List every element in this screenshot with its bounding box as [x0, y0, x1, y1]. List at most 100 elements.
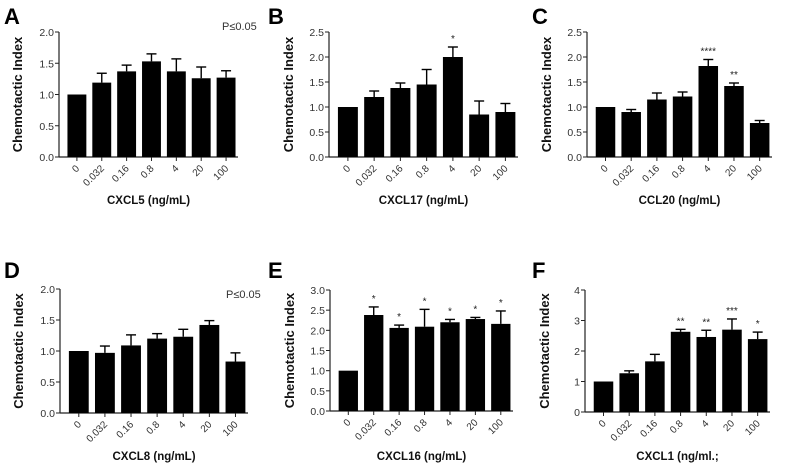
significance-marker: *	[499, 298, 503, 309]
bar	[491, 323, 511, 411]
x-tick-label: 100	[745, 163, 765, 183]
x-tick-label: 0.032	[85, 419, 111, 445]
bar	[724, 86, 744, 157]
p-value-annotation: P≤0.05	[226, 289, 261, 301]
y-tick-label: 1.0	[39, 90, 54, 102]
x-tick-label: 0	[599, 163, 611, 175]
y-tick-label: 1.0	[567, 102, 582, 114]
x-axis-label: CXCL8 (ng/mL)	[112, 451, 195, 463]
x-axis-label: CXCL1 (ng/ml.;	[636, 451, 718, 463]
panel-c: C Chemotactic Index 0.0 0.5 1.0 1.5 2.0 2.5 0 0.0…	[532, 4, 772, 207]
bar	[173, 336, 194, 413]
x-tick-label: 20	[723, 163, 739, 179]
x-tick-label: 0.8	[139, 163, 157, 181]
x-tick-label: 100	[491, 163, 511, 183]
y-tick-label: 3.0	[310, 285, 325, 297]
bar	[121, 345, 141, 413]
bar	[364, 97, 385, 157]
y-tick-label: 2.5	[567, 27, 582, 39]
y-tick-label: 2.5	[309, 27, 324, 39]
bar	[442, 57, 463, 157]
y-tick-label: 0.0	[39, 152, 54, 164]
y-tick-label: 2.0	[40, 284, 55, 296]
x-tick-label: 4	[702, 163, 714, 175]
bar	[68, 351, 89, 413]
bar	[595, 107, 616, 157]
y-tick-label: 0.5	[310, 386, 325, 398]
significance-marker: *	[423, 296, 427, 307]
x-axis-label: CXCL17 (ng/mL)	[379, 195, 469, 207]
bar	[749, 123, 770, 157]
x-tick-label: 0.16	[638, 418, 660, 440]
bar	[696, 336, 717, 412]
bar	[621, 112, 641, 157]
panel-letter: F	[532, 258, 545, 283]
y-tick-label: 2	[574, 346, 580, 358]
y-axis-label: Chemotactic Index	[11, 292, 26, 408]
bar	[390, 88, 411, 157]
x-tick-label: 0.032	[353, 417, 379, 443]
x-tick-label: 4	[170, 163, 182, 175]
significance-marker: *	[397, 312, 401, 323]
bar	[672, 96, 693, 157]
x-tick-label: 0.16	[384, 163, 406, 185]
x-tick-label: 100	[486, 417, 506, 437]
significance-marker: *	[756, 319, 760, 330]
bar	[216, 77, 236, 157]
y-tick-label: 2.0	[39, 27, 54, 39]
x-tick-label: 4	[443, 417, 455, 429]
y-tick-label: 1	[574, 377, 580, 389]
bar	[337, 107, 358, 157]
panel-letter: A	[4, 4, 20, 29]
bar	[722, 329, 742, 412]
panel-letter: C	[532, 4, 548, 29]
panel-e: E Chemotactic Index 0.0 0.5 1.0 1.5 2.0 2.5 3.0 0…	[268, 258, 513, 463]
p-value-annotation: P≤0.05	[222, 21, 257, 33]
x-tick-label: 4	[177, 419, 189, 431]
bar	[117, 71, 137, 157]
bar	[147, 338, 168, 413]
bar	[166, 71, 186, 157]
x-tick-label: 100	[743, 418, 763, 438]
x-tick-label: 0	[72, 419, 84, 431]
x-axis-label: CXCL5 (ng/mL)	[107, 195, 190, 207]
bar	[364, 315, 384, 411]
y-tick-label: 0.0	[309, 152, 324, 164]
bar	[94, 352, 115, 413]
bar	[67, 94, 87, 157]
x-axis-label: CCL20 (ng/mL)	[639, 195, 721, 207]
bar	[389, 327, 409, 411]
significance-marker: **	[677, 316, 685, 327]
bar	[619, 373, 639, 412]
x-tick-label: 0.16	[115, 419, 137, 441]
x-tick-label: 0.032	[354, 163, 380, 189]
y-tick-label: 1.0	[40, 346, 55, 358]
y-axis-label: Chemotactic Index	[539, 36, 554, 152]
bar	[199, 324, 220, 413]
bar	[469, 114, 490, 157]
x-tick-label: 20	[191, 163, 207, 179]
y-tick-label: 1.0	[309, 102, 324, 114]
y-axis-label: Chemotactic Index	[282, 292, 297, 408]
y-tick-label: 0.5	[40, 377, 55, 389]
y-axis-label: Chemotactic Index	[10, 36, 25, 152]
x-tick-label: 0.8	[668, 418, 686, 436]
x-tick-label: 20	[199, 419, 215, 435]
x-tick-label: 0.032	[611, 163, 637, 189]
bar	[414, 326, 435, 411]
x-tick-label: 100	[221, 419, 241, 439]
panel-b: B Chemotactic Index 0.0 0.5 1.0 1.5 2.0 2.5 0 0.0…	[268, 4, 518, 207]
x-tick-label: 0.8	[414, 163, 432, 181]
significance-marker: *	[372, 294, 376, 305]
x-tick-label: 0.8	[145, 419, 163, 437]
y-tick-label: 1.5	[310, 346, 325, 358]
y-tick-label: 4	[574, 285, 580, 297]
y-axis-label: Chemotactic Index	[537, 292, 552, 408]
y-tick-label: 0.0	[567, 152, 582, 164]
bar	[92, 82, 112, 157]
x-tick-label: 0	[597, 418, 609, 430]
y-tick-label: 2.0	[567, 52, 582, 64]
